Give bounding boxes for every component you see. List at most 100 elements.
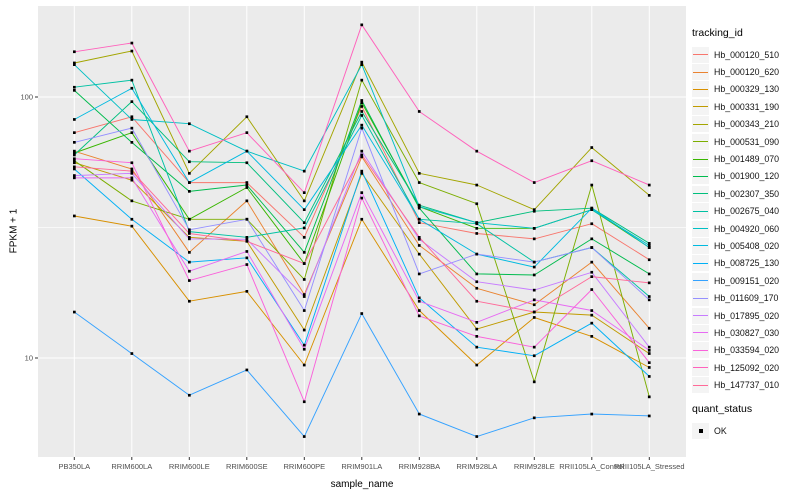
- data-point: [647, 298, 651, 302]
- legend-item: Hb_005408_020: [692, 237, 798, 254]
- data-point: [647, 395, 651, 399]
- legend: tracking_id Hb_000120_510 Hb_000120_620 Hb…: [692, 26, 798, 439]
- data-point: [590, 260, 594, 264]
- data-point: [647, 414, 651, 418]
- legend-item: Hb_004920_060: [692, 220, 798, 237]
- legend-gap: [692, 394, 798, 402]
- data-point: [188, 122, 191, 126]
- legend-item-label: Hb_009151_020: [714, 275, 780, 286]
- data-point: [130, 115, 134, 119]
- legend-key: [692, 203, 709, 220]
- legend-item-label: Hb_004920_060: [714, 223, 780, 234]
- data-point: [475, 335, 479, 338]
- data-point: [188, 279, 191, 282]
- legend-square-swatch: [698, 428, 703, 433]
- data-point: [417, 217, 421, 221]
- data-point: [475, 202, 479, 206]
- legend-item: Hb_000331_190: [692, 98, 798, 115]
- legend-item: Hb_001900_120: [692, 168, 798, 185]
- data-point: [647, 281, 651, 285]
- legend-item-label: Hb_011609_170: [714, 293, 779, 304]
- data-point: [417, 309, 421, 312]
- legend-item-label: Hb_000331_190: [714, 101, 780, 112]
- data-point: [73, 118, 76, 121]
- legend-line-swatch: [693, 367, 708, 369]
- data-point: [245, 115, 249, 119]
- data-point: [647, 352, 651, 355]
- data-point: [245, 236, 249, 239]
- legend-color-items: Hb_000120_510 Hb_000120_620 Hb_000329_130 H…: [692, 46, 798, 394]
- data-point: [130, 178, 134, 182]
- data-point: [73, 149, 76, 153]
- data-point: [245, 368, 249, 372]
- x-tick-label: RRII105LA_Stressed: [614, 462, 684, 471]
- data-point: [417, 206, 421, 210]
- data-point: [532, 273, 536, 277]
- data-point: [475, 321, 479, 324]
- y-tick-label: 10: [25, 354, 33, 363]
- x-axis-title: sample_name: [330, 479, 394, 490]
- data-point: [188, 269, 191, 273]
- data-point: [73, 159, 76, 163]
- legend-line-swatch: [693, 384, 708, 386]
- legend-line-swatch: [693, 123, 708, 125]
- legend-key: [692, 81, 709, 98]
- data-point: [188, 299, 191, 303]
- legend-line-swatch: [693, 175, 708, 177]
- data-point: [360, 114, 364, 117]
- data-point: [475, 252, 479, 256]
- data-point: [245, 183, 249, 187]
- legend-shape-items: OK: [692, 422, 798, 439]
- data-point: [647, 272, 651, 276]
- data-point: [73, 176, 76, 180]
- data-point: [302, 400, 306, 404]
- data-point: [590, 183, 594, 187]
- data-point: [245, 149, 249, 153]
- legend-key: [692, 255, 709, 272]
- legend-line-swatch: [693, 280, 708, 282]
- legend-key: [692, 151, 709, 168]
- legend-key: [692, 185, 709, 202]
- x-tick-label: RRIM928LA: [456, 462, 497, 471]
- data-point: [590, 159, 594, 163]
- x-tick-label: RRIM600LA: [111, 462, 152, 471]
- data-point: [647, 244, 651, 247]
- legend-key: [692, 324, 709, 341]
- data-point: [360, 155, 364, 159]
- data-point: [475, 272, 479, 276]
- data-point: [590, 206, 594, 210]
- data-point: [532, 298, 536, 302]
- legend-item-label: Hb_000120_620: [714, 67, 780, 78]
- data-point: [130, 167, 134, 171]
- data-point: [245, 239, 249, 243]
- data-point: [188, 190, 191, 193]
- data-point: [417, 299, 421, 303]
- data-point: [417, 203, 421, 207]
- data-point: [590, 222, 594, 226]
- data-point: [130, 86, 134, 90]
- data-point: [73, 63, 76, 66]
- legend-item-label: Hb_147737_010: [714, 380, 780, 391]
- legend-item: Hb_017895_020: [692, 307, 798, 324]
- legend-line-swatch: [693, 71, 708, 73]
- data-point: [188, 393, 191, 397]
- data-point: [417, 205, 421, 208]
- data-point: [245, 186, 249, 189]
- data-point: [532, 181, 536, 184]
- data-point: [245, 263, 249, 266]
- data-point: [475, 280, 479, 284]
- data-point: [532, 260, 536, 264]
- data-point: [130, 100, 134, 103]
- data-point: [360, 126, 364, 130]
- legend-key: [692, 133, 709, 150]
- legend-key: [692, 168, 709, 185]
- data-point: [73, 151, 76, 155]
- data-point: [590, 270, 594, 274]
- legend-key: [692, 290, 709, 307]
- y-axis-title: FPKM + 1: [8, 208, 20, 254]
- data-point: [188, 251, 191, 254]
- data-point: [532, 345, 536, 349]
- data-point: [302, 169, 306, 173]
- data-point: [188, 160, 191, 164]
- data-point: [360, 23, 364, 27]
